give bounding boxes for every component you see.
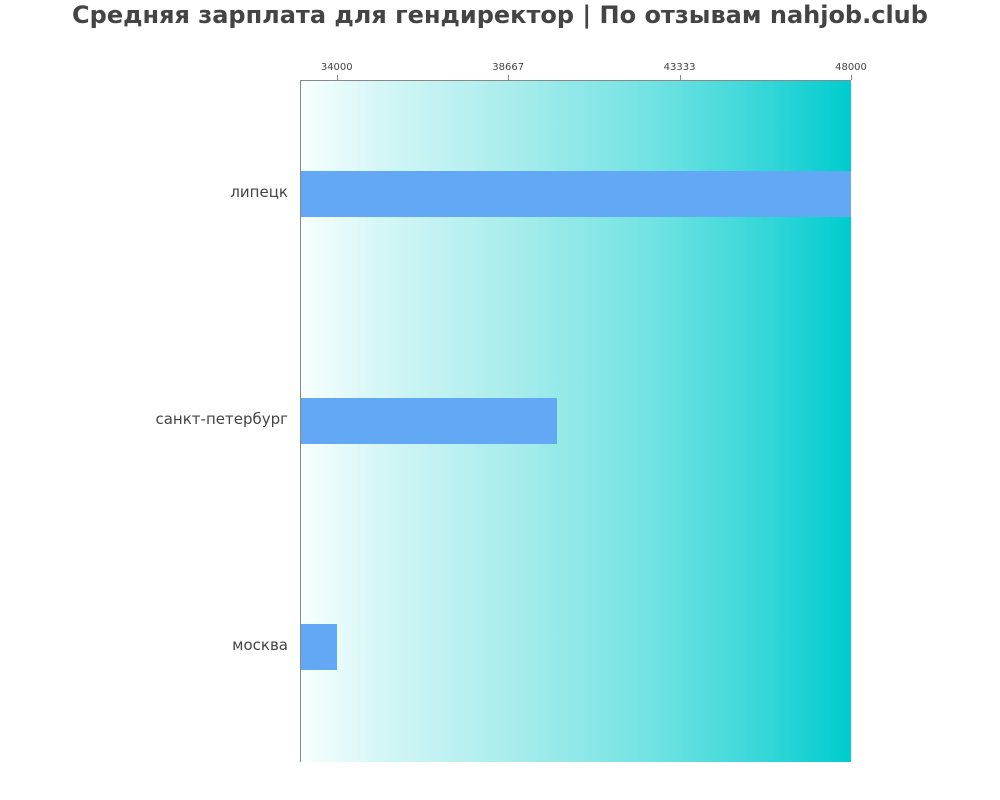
bar-1: [301, 398, 558, 444]
bar-0: [301, 171, 851, 217]
x-tick-label: 38667: [492, 62, 525, 73]
y-axis-line: [300, 80, 301, 762]
bar-2: [301, 624, 337, 670]
x-tick: [508, 75, 510, 80]
x-axis-line: [300, 80, 851, 81]
chart-title: Средняя зарплата для гендиректор | По от…: [72, 1, 928, 29]
x-tick-label: 43333: [663, 62, 696, 73]
category-label: санкт-петербург: [155, 410, 288, 428]
x-tick: [851, 75, 852, 80]
x-tick-label: 34000: [320, 62, 353, 73]
x-tick: [679, 75, 681, 80]
category-label: москва: [232, 636, 288, 654]
x-tick-label: 48000: [835, 62, 867, 73]
category-label: липецк: [230, 183, 288, 201]
x-tick: [336, 75, 338, 80]
